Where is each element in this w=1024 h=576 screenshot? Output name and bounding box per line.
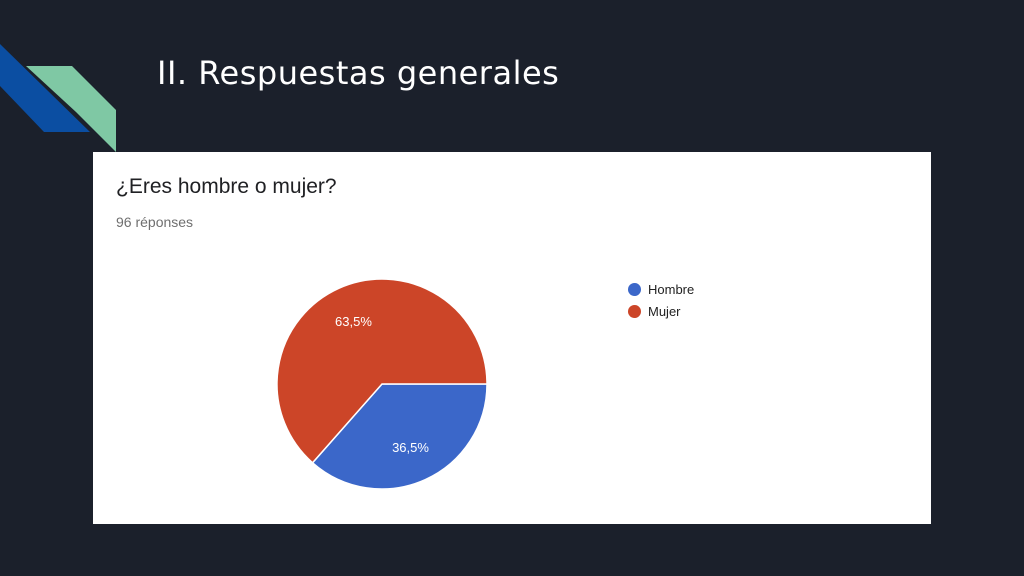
legend-item-hombre[interactable]: Hombre [628, 278, 694, 300]
corner-green-stripe [26, 66, 116, 152]
legend-item-mujer[interactable]: Mujer [628, 300, 694, 322]
corner-decoration [0, 44, 116, 152]
slice-label-mujer: 63,5% [335, 314, 372, 329]
corner-blue-stripe [0, 44, 90, 132]
pie-slice-labels: 36,5% 63,5% [335, 314, 429, 455]
chart-card: ¿Eres hombre o mujer? 96 réponses 36,5% 6… [93, 152, 931, 524]
legend-label-hombre: Hombre [648, 281, 695, 297]
legend-label-mujer: Mujer [648, 303, 681, 319]
pie-slice-hombre[interactable] [311, 383, 488, 490]
legend-swatch-hombre [628, 282, 641, 296]
pie-chart: 36,5% 63,5% [276, 278, 488, 490]
responses-count: 96 réponses [116, 214, 194, 230]
slide-title: II. Respuestas generales [157, 54, 560, 92]
legend-swatch-mujer [628, 304, 641, 318]
pie-slices [276, 278, 488, 490]
slice-label-hombre: 36,5% [392, 440, 429, 455]
question-title: ¿Eres hombre o mujer? [116, 175, 337, 198]
pie-slice-mujer[interactable] [276, 278, 488, 464]
chart-legend: Hombre Mujer [628, 278, 694, 322]
